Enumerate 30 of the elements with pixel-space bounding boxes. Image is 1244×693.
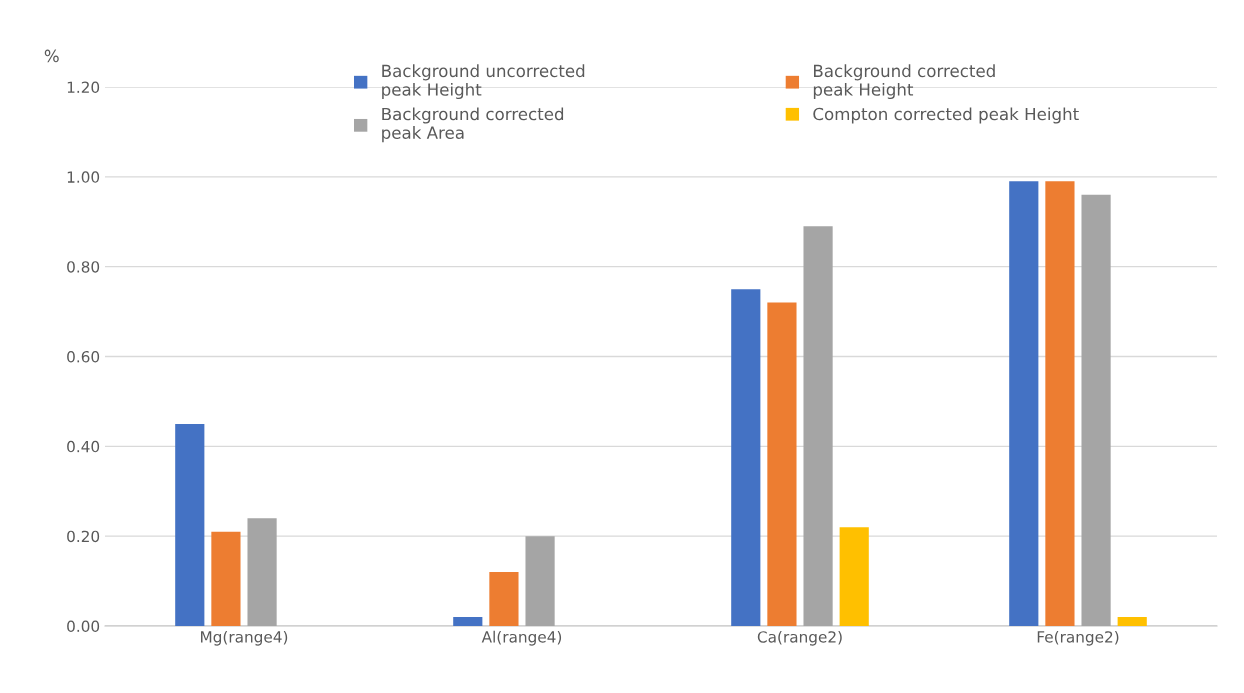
- bar: [1081, 194, 1111, 626]
- y-tick-label: 0.40: [67, 440, 100, 453]
- bar: [175, 423, 205, 626]
- y-tick-label: 1.00: [67, 171, 100, 183]
- bar: [839, 527, 869, 626]
- bar: [767, 302, 797, 626]
- bar: [525, 536, 555, 626]
- bar: [1045, 181, 1075, 626]
- y-tick-label: 1.20: [67, 81, 100, 94]
- x-tick-label: Mg(range4): [201, 630, 288, 646]
- legend-label: Background corrected peak Area: [382, 107, 564, 143]
- bar: [489, 572, 519, 626]
- legend-label: Background uncorrected peak Height: [382, 64, 585, 100]
- bar: [803, 226, 833, 626]
- bar: [1009, 181, 1039, 626]
- y-axis-title: %: [44, 49, 59, 63]
- bar: [211, 531, 241, 626]
- bar: [247, 518, 277, 626]
- bar: [1117, 617, 1147, 626]
- x-tick-label: Ca(range2): [757, 630, 842, 646]
- x-tick-label: Fe(range2): [1037, 630, 1119, 646]
- y-tick-label: 0.20: [67, 530, 100, 543]
- bar: [453, 617, 483, 626]
- y-tick-label: 0.80: [67, 261, 100, 273]
- y-tick-label: 0.00: [67, 620, 100, 633]
- x-tick-label: Al(range4): [481, 630, 562, 646]
- bar: [731, 289, 761, 626]
- legend-label: Background corrected peak Height: [813, 64, 995, 100]
- legend-label: Compton corrected peak Height: [813, 107, 1079, 124]
- y-tick-label: 0.60: [67, 350, 100, 363]
